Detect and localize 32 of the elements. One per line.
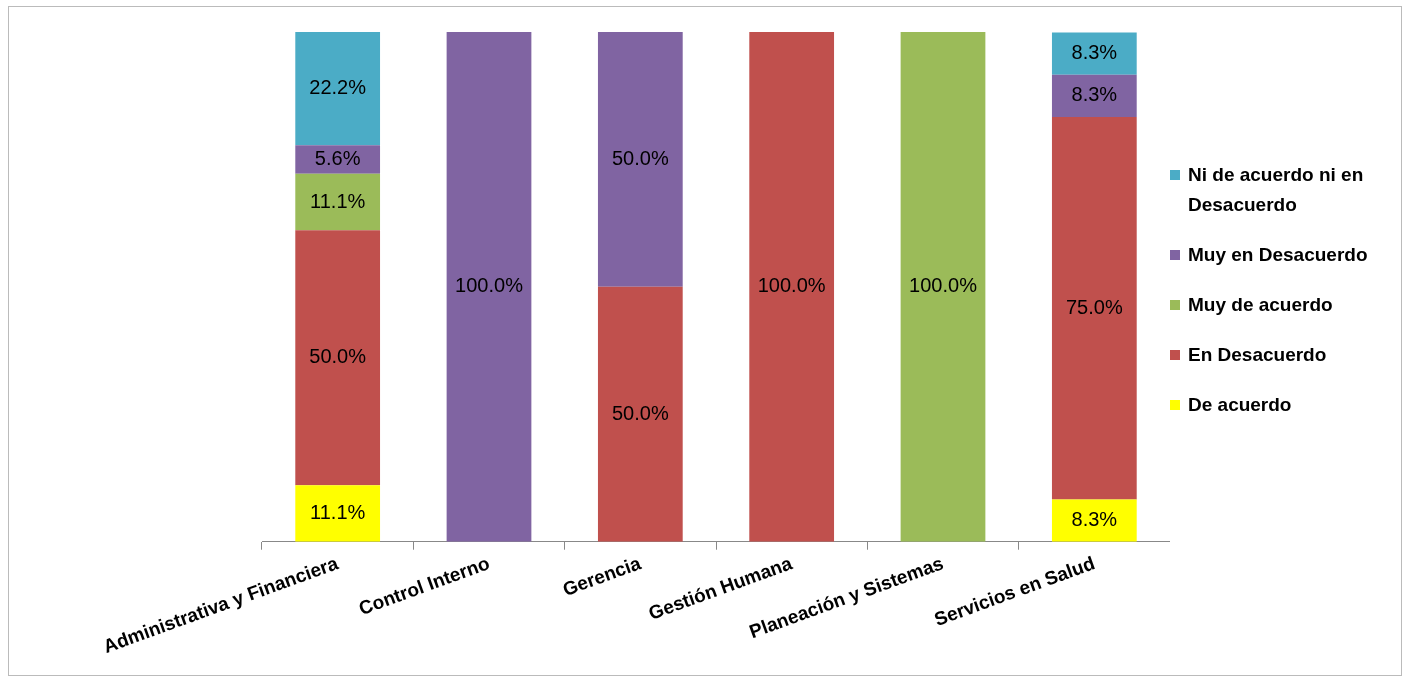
data-label: 11.1% [310,500,366,523]
bar [295,230,381,486]
data-label: 11.1% [310,189,366,212]
data-label: 8.3% [1071,41,1118,64]
bar [1051,32,1137,75]
bar [900,32,986,542]
data-label: 50.0% [611,146,669,169]
data-label: 100.0% [909,274,978,297]
bar [446,32,532,542]
bar [1051,117,1137,500]
data-label: 22.2% [309,76,367,99]
legend-label: Muy en Desacuerdo [1188,243,1368,267]
legend-label: En Desacuerdo [1188,343,1327,367]
bar [295,485,381,542]
data-label: 100.0% [757,274,826,297]
bar [295,173,381,231]
bar [597,286,683,542]
bar [1051,74,1137,118]
bar [597,32,683,287]
legend-label: De acuerdo [1188,393,1292,417]
data-label: 5.6% [314,146,361,169]
bar [749,32,835,542]
data-label: 50.0% [611,401,669,424]
data-label: 100.0% [455,274,524,297]
data-label: 75.0% [1065,295,1123,318]
bar [295,32,381,146]
data-label: 50.0% [309,345,367,368]
bar [1051,499,1137,542]
legend-label: Muy de acuerdo [1188,293,1333,317]
legend-label: Ni de acuerdo ni en Desacuerdo [1188,163,1365,217]
data-label: 8.3% [1071,508,1118,531]
data-label: 8.3% [1071,83,1118,106]
